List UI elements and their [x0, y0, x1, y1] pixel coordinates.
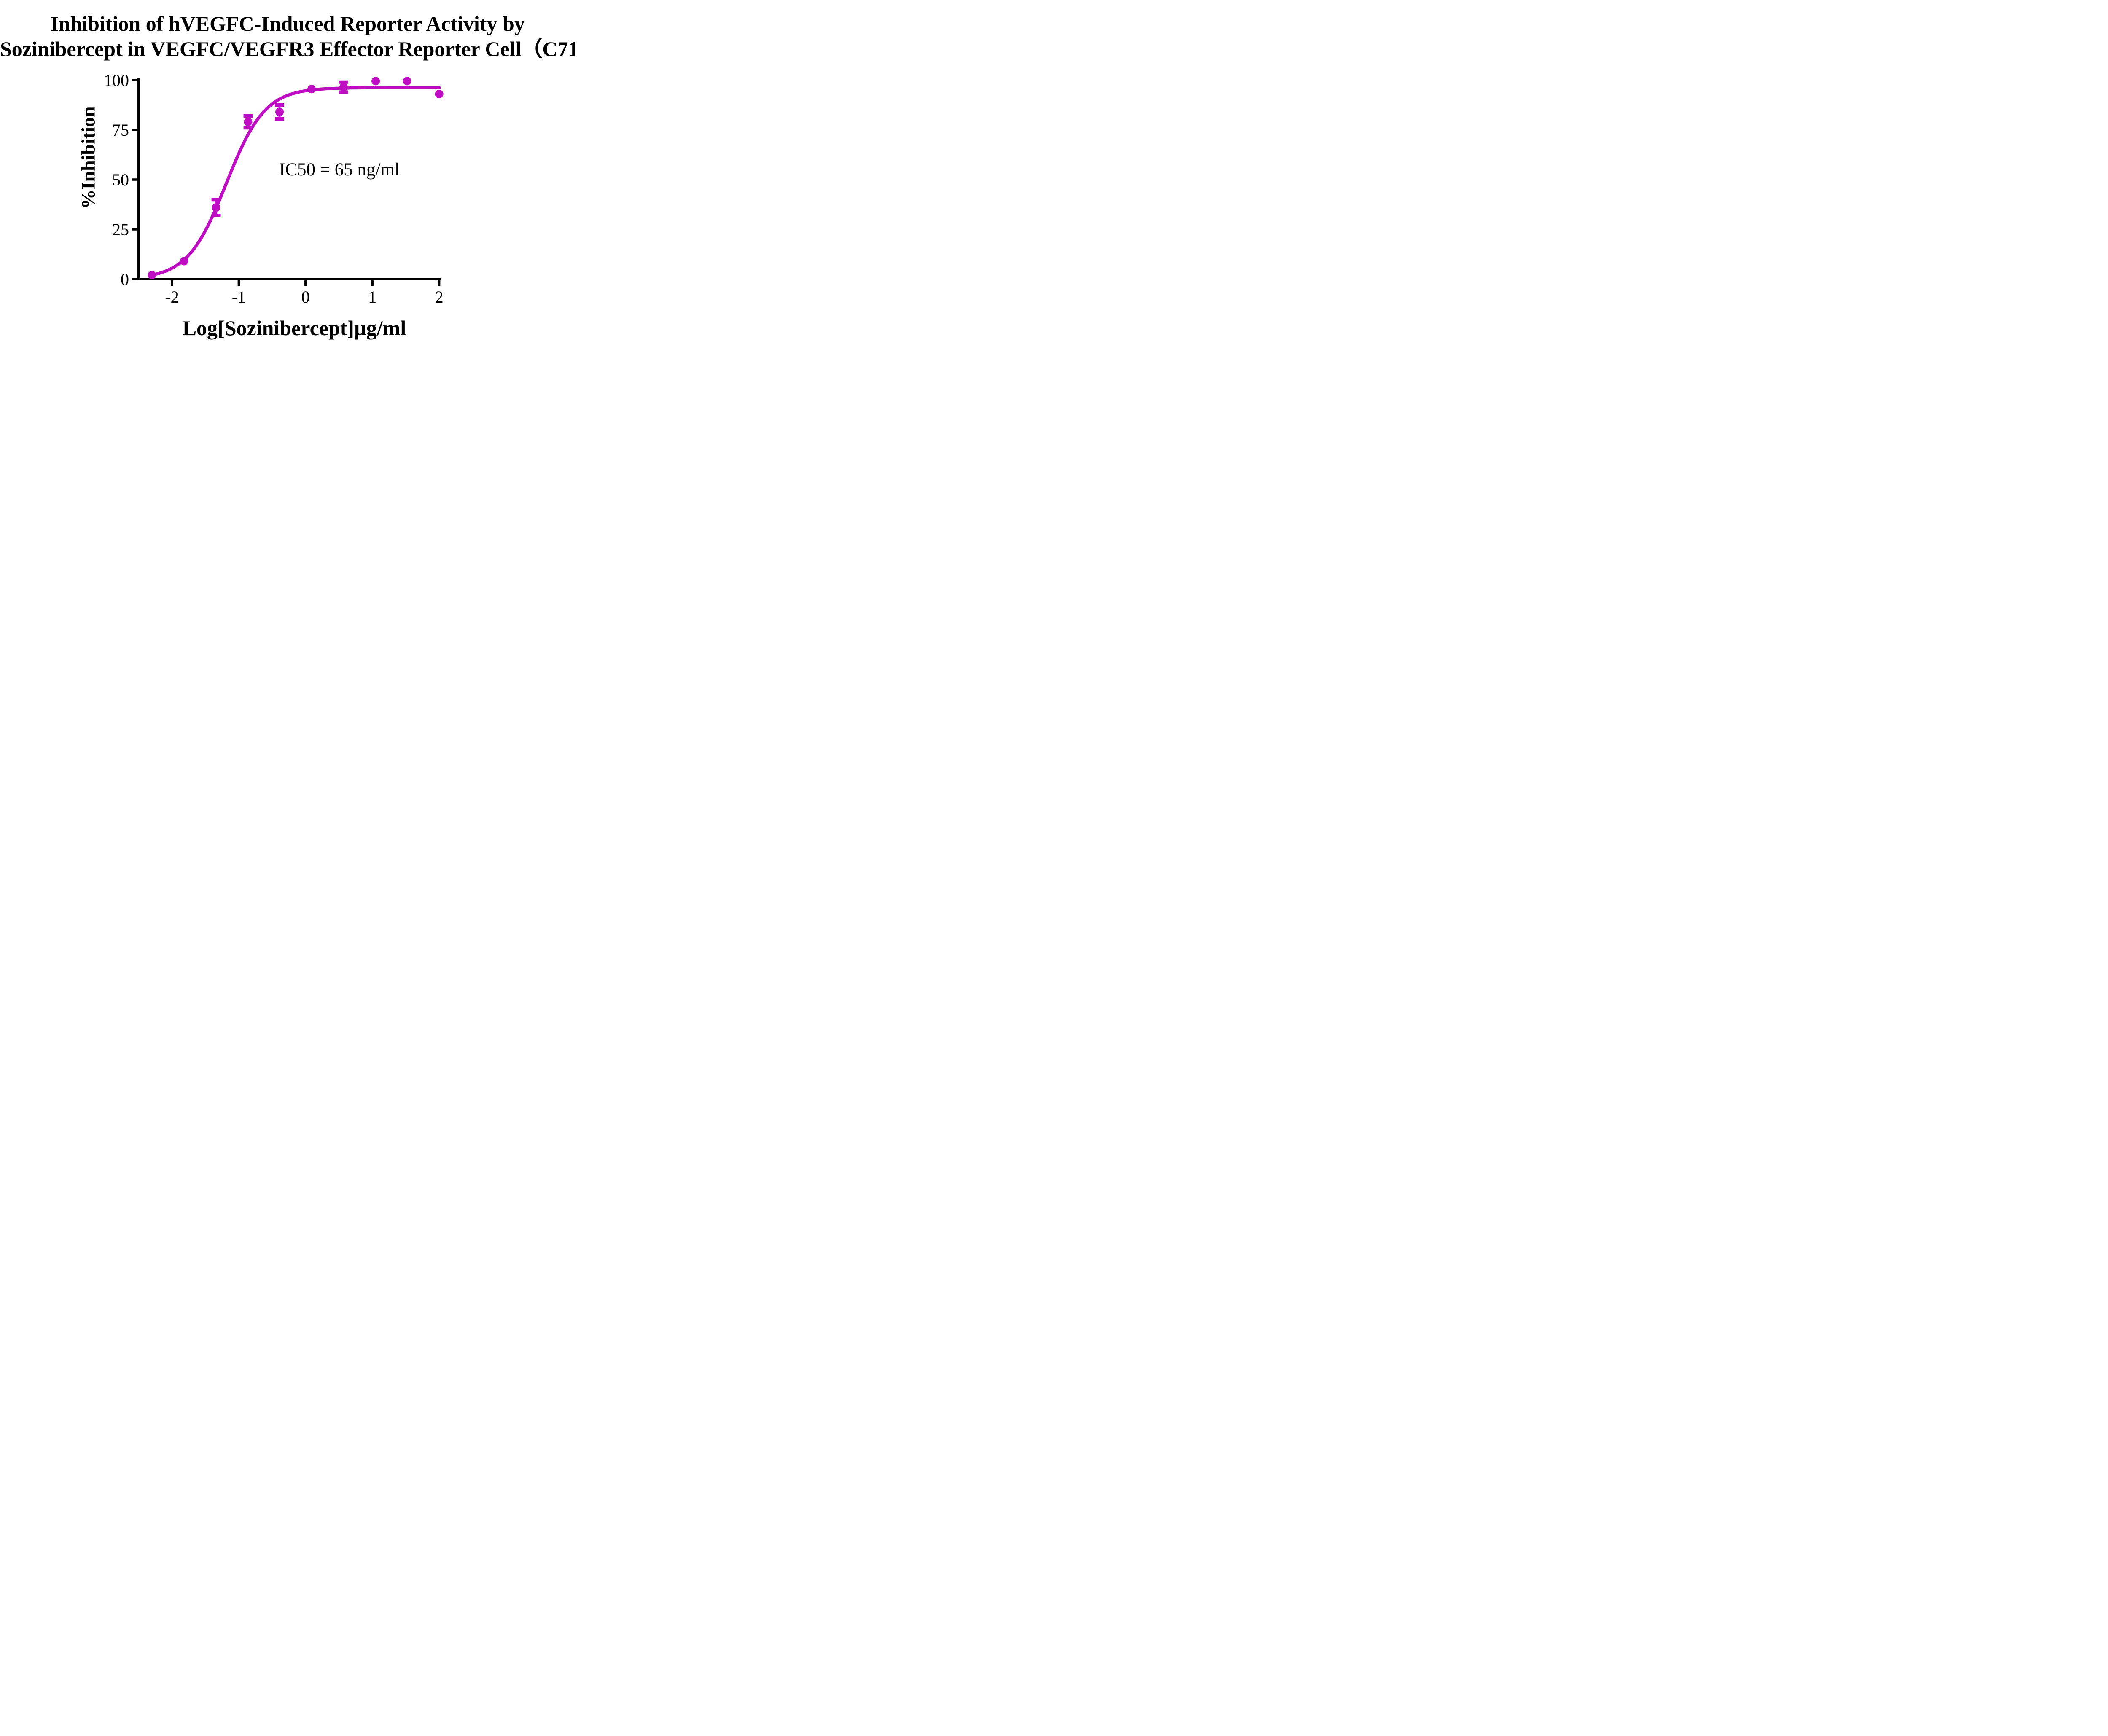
data-point-marker	[307, 85, 316, 94]
data-point-marker	[180, 257, 188, 266]
data-point-marker	[244, 118, 253, 126]
y-tick-label: 0	[121, 270, 129, 289]
data-point-marker	[275, 107, 284, 116]
y-tick-label: 25	[112, 220, 129, 239]
y-tick-label: 50	[112, 170, 129, 189]
data-point-marker	[371, 77, 380, 86]
x-tick-label: 0	[301, 288, 310, 306]
y-tick-label: 100	[104, 71, 129, 90]
x-tick-label: -1	[232, 288, 246, 306]
chart-title-line-2: Sozinibercept in VEGFC/VEGFR3 Effector R…	[0, 37, 575, 61]
x-axis-title: Log[Sozinibercept]µg/ml	[182, 316, 406, 340]
plot-area: 0 25 50 75 100 -2 -1 0 1 2	[104, 71, 444, 306]
data-point-marker	[339, 83, 348, 91]
dose-response-figure: Inhibition of hVEGFC-Induced Reporter Ac…	[0, 0, 575, 347]
chart-title: Inhibition of hVEGFC-Induced Reporter Ac…	[0, 11, 575, 62]
x-tick-label: 1	[368, 288, 376, 306]
data-point-marker	[435, 90, 444, 99]
y-tick-label: 75	[112, 121, 129, 140]
data-point-marker	[403, 77, 411, 86]
data-point-marker	[212, 203, 220, 212]
x-tick-label: 2	[435, 288, 444, 306]
ic50-annotation: IC50 = 65 ng/ml	[279, 160, 400, 180]
data-point-marker	[148, 271, 156, 279]
chart-title-line-1: Inhibition of hVEGFC-Induced Reporter Ac…	[50, 12, 525, 35]
x-tick-label: -2	[165, 288, 179, 306]
fit-curve	[150, 86, 441, 277]
